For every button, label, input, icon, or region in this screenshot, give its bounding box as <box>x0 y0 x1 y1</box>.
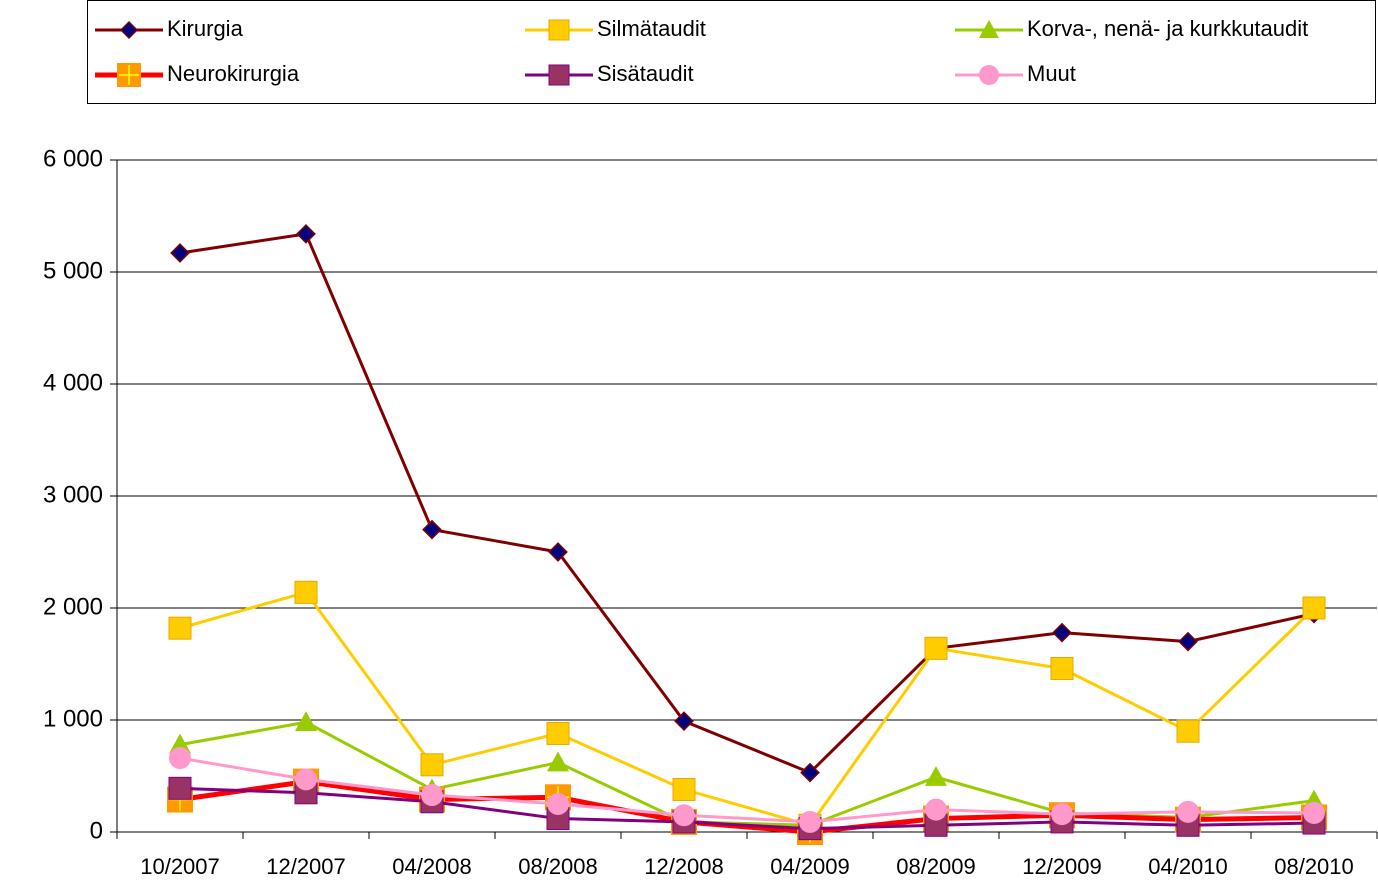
marker <box>421 784 443 807</box>
y-tick-label: 0 <box>90 817 103 844</box>
marker <box>546 721 570 745</box>
y-tick-label: 1 000 <box>43 705 103 732</box>
marker <box>673 804 695 827</box>
y-tick-label: 2 000 <box>43 593 103 620</box>
marker <box>924 636 948 660</box>
marker <box>547 793 569 815</box>
marker <box>548 542 568 562</box>
marker <box>1050 656 1074 680</box>
legend-label: Kirurgia <box>167 16 244 41</box>
marker <box>169 747 191 770</box>
legend-marker <box>979 65 999 85</box>
line <box>179 756 1315 824</box>
x-tick-label: 08/2009 <box>896 854 976 879</box>
series <box>169 711 1325 835</box>
marker <box>1051 803 1073 826</box>
line <box>179 779 1315 835</box>
marker <box>1302 596 1326 620</box>
legend-label: Muut <box>1027 61 1076 86</box>
marker <box>170 243 190 263</box>
marker <box>422 519 442 540</box>
marker <box>1052 622 1072 643</box>
legend-label: Sisätaudit <box>597 61 694 86</box>
marker <box>420 753 444 777</box>
x-tick-label: 04/2008 <box>392 854 472 879</box>
y-tick-label: 3 000 <box>43 481 103 508</box>
x-tick-label: 10/2007 <box>140 854 220 879</box>
y-tick-label: 4 000 <box>43 369 103 396</box>
marker <box>547 751 569 772</box>
marker <box>295 711 317 732</box>
legend-box <box>87 0 1376 104</box>
x-tick-label: 12/2007 <box>266 854 346 879</box>
legend-label: Neurokirurgia <box>167 61 300 86</box>
line <box>179 590 1316 828</box>
marker <box>1178 631 1198 652</box>
legend-label: Silmätaudit <box>597 16 706 41</box>
line <box>179 720 1315 827</box>
marker <box>925 798 947 821</box>
x-tick-label: 08/2010 <box>1274 854 1354 879</box>
legend-marker <box>119 20 139 40</box>
series <box>170 224 1324 783</box>
y-tick-label: 5 000 <box>43 257 103 284</box>
legend-marker <box>979 20 999 38</box>
marker <box>925 766 947 786</box>
y-tick-label: 6 000 <box>43 145 103 172</box>
marker <box>295 768 317 791</box>
marker <box>1176 719 1200 743</box>
x-tick-label: 12/2009 <box>1022 854 1102 879</box>
legend-label: Korva-, nenä- ja kurkkutaudit <box>1027 16 1308 41</box>
marker <box>168 616 192 640</box>
marker <box>674 711 694 731</box>
x-tick-label: 04/2010 <box>1148 854 1228 879</box>
x-tick-label: 12/2008 <box>644 854 724 879</box>
marker <box>800 762 820 783</box>
marker <box>672 777 696 801</box>
x-tick-label: 08/2008 <box>518 854 598 879</box>
marker-plus <box>119 65 139 85</box>
legend-marker <box>548 64 570 86</box>
marker <box>1177 800 1199 823</box>
legend: Kirurgia Silmätaudit Korva-, nenä- ja kurk… <box>87 0 1376 104</box>
legend-marker <box>548 19 570 41</box>
marker <box>169 733 191 754</box>
x-tick-label: 04/2009 <box>770 854 850 879</box>
marker <box>294 580 318 604</box>
series <box>168 580 1326 837</box>
line <box>179 232 1315 775</box>
marker <box>799 810 821 833</box>
series <box>169 747 1325 833</box>
marker <box>1303 801 1325 824</box>
line <box>179 786 1315 831</box>
marker <box>296 224 316 244</box>
marker <box>168 776 192 800</box>
